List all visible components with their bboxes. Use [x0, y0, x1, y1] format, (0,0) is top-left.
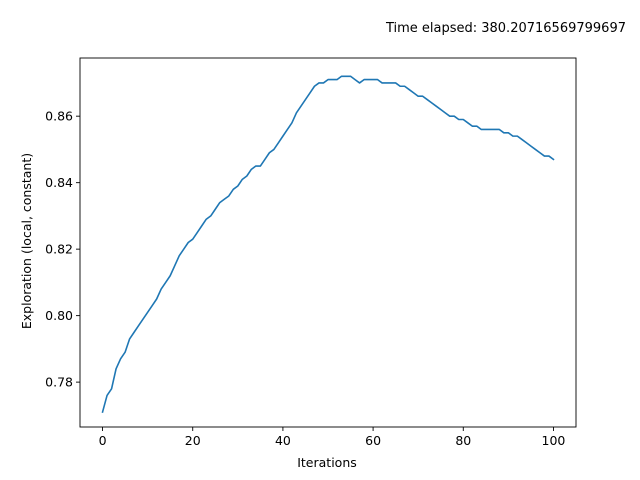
x-tick-label: 0 — [99, 433, 107, 448]
y-axis-label: Exploration (local, constant) — [19, 153, 34, 329]
plot-frame — [79, 57, 577, 428]
y-tick-label: 0.78 — [45, 375, 73, 390]
y-tick-label: 0.80 — [45, 308, 73, 323]
x-tick-label: 80 — [455, 433, 471, 448]
y-tick-label: 0.82 — [45, 242, 73, 257]
x-tick-label: 100 — [542, 433, 566, 448]
x-axis-label: Iterations — [297, 455, 357, 470]
plot-axes: 0 20 40 60 80 100 0.78 0.80 0.82 0.84 0.86 — [45, 57, 577, 448]
time-elapsed-annotation: Time elapsed: 380.20716569799697 — [385, 21, 626, 36]
x-tick-label: 60 — [365, 433, 381, 448]
x-tick-label: 40 — [275, 433, 291, 448]
y-tick-label: 0.86 — [45, 109, 73, 124]
y-tick-label: 0.84 — [45, 175, 73, 190]
series-line-0 — [101, 75, 555, 414]
x-tick-label: 20 — [185, 433, 201, 448]
